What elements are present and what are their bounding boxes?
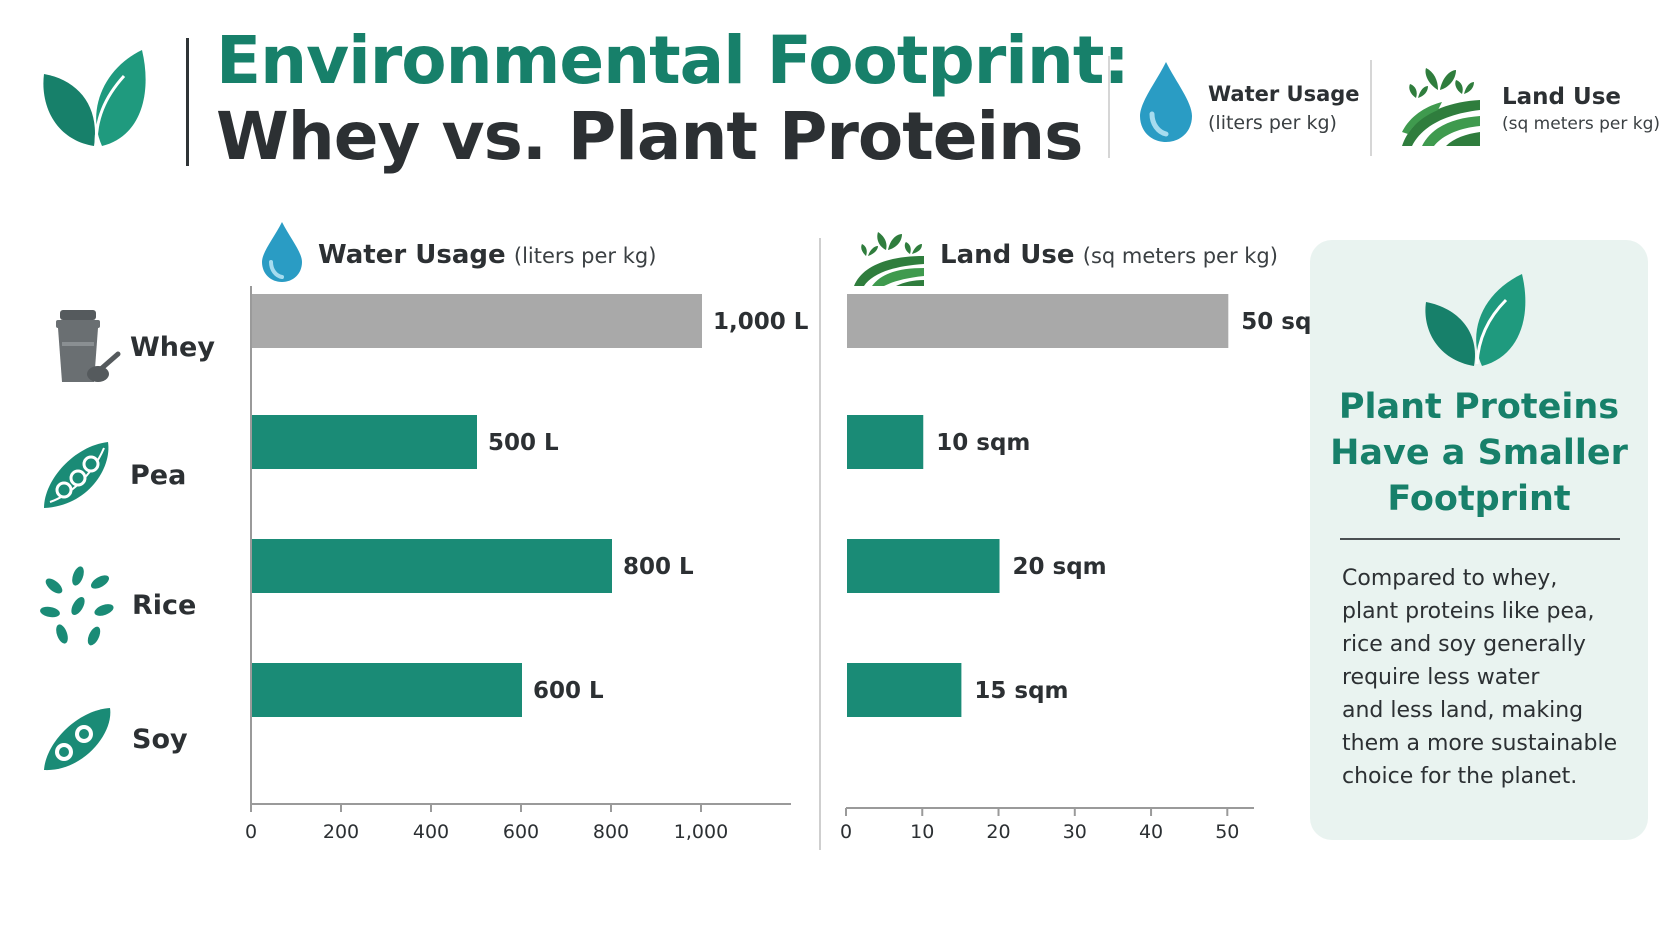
land-value-label: 20 sqm: [1013, 554, 1107, 580]
row-label-pea: Pea: [130, 460, 187, 491]
water-tick-label: 1,000: [674, 821, 728, 843]
takeaway-body-line: Compared to whey,: [1342, 566, 1558, 591]
land-bar-pea: [847, 415, 924, 469]
takeaway-title-line: Footprint: [1387, 479, 1571, 519]
shaker-scoop-icon: [56, 310, 121, 382]
takeaway-divider: [1340, 538, 1620, 540]
land-tick-label: 10: [910, 821, 934, 843]
water-chart-unit: (liters per kg): [513, 244, 657, 268]
water-bar-rice: [252, 539, 612, 593]
legend-divider: [1370, 60, 1372, 156]
water-tick-label: 400: [413, 821, 449, 843]
takeaway-title-line: Have a Smaller: [1330, 433, 1628, 473]
land-tick-label: 50: [1215, 821, 1239, 843]
water-value-label: 500 L: [488, 430, 559, 456]
land-chart-title-text: Land Use: [940, 240, 1075, 270]
water-tick-label: 800: [593, 821, 629, 843]
takeaway-body-line: them a more sustainable: [1342, 731, 1618, 756]
land-bar-rice: [847, 539, 1000, 593]
row-label-whey: Whey: [130, 332, 215, 363]
land-tick-label: 0: [840, 821, 852, 843]
water-tick-label: 600: [503, 821, 539, 843]
rice-grains-icon: [40, 566, 114, 646]
water-bar-whey: [252, 294, 702, 348]
takeaway-title: Plant Proteins Have a Smaller Footprint: [1310, 384, 1648, 522]
takeaway-body-line: rice and soy generally: [1342, 632, 1586, 657]
takeaway-title-line: Plant Proteins: [1338, 387, 1620, 427]
water-bar-soy: [252, 663, 522, 717]
water-chart-title-text: Water Usage: [318, 240, 506, 270]
field-sprout-icon: [854, 232, 924, 286]
land-bar-soy: [847, 663, 962, 717]
water-drop-icon: [1140, 62, 1192, 142]
legend-water-title: Water Usage: [1208, 82, 1360, 106]
takeaway-body-line: plant proteins like pea,: [1342, 599, 1595, 624]
soybean-pod-icon: [44, 708, 111, 771]
legend-water-unit: (liters per kg): [1208, 112, 1337, 134]
land-chart-unit: (sq meters per kg): [1082, 244, 1278, 268]
water-value-label: 600 L: [533, 678, 604, 704]
water-tick-label: 200: [323, 821, 359, 843]
pea-pod-icon: [44, 442, 109, 508]
land-value-label: 15 sqm: [974, 678, 1068, 704]
land-tick-label: 30: [1063, 821, 1087, 843]
takeaway-body: Compared to whey, plant proteins like pe…: [1342, 562, 1632, 793]
takeaway-body-line: require less water: [1342, 665, 1540, 690]
legend-land-title: Land Use: [1502, 84, 1621, 110]
takeaway-body-line: and less land, making: [1342, 698, 1584, 723]
row-label-soy: Soy: [132, 724, 188, 755]
header-divider: [186, 38, 189, 166]
water-value-label: 1,000 L: [713, 309, 809, 335]
water-chart-title: Water Usage (liters per kg): [318, 240, 656, 270]
land-tick-label: 40: [1139, 821, 1163, 843]
leaf-icon: [1425, 274, 1526, 366]
takeaway-body-line: choice for the planet.: [1342, 764, 1578, 789]
land-bar-whey: [847, 294, 1229, 348]
page-title-line1: Environmental Footprint:: [216, 22, 1130, 99]
land-tick-label: 20: [986, 821, 1010, 843]
water-value-label: 800 L: [623, 554, 694, 580]
legend-divider: [1108, 56, 1110, 158]
water-drop-icon: [262, 222, 302, 282]
chart-divider: [819, 238, 821, 850]
water-tick-label: 0: [245, 821, 257, 843]
land-chart-title: Land Use (sq meters per kg): [940, 240, 1278, 270]
land-value-label: 10 sqm: [936, 430, 1030, 456]
row-label-rice: Rice: [132, 590, 197, 621]
leaf-icon: [43, 50, 146, 146]
water-bar-pea: [252, 415, 477, 469]
field-sprout-icon: [1402, 68, 1480, 146]
page-title-line2: Whey vs. Plant Proteins: [216, 98, 1083, 175]
legend-land-unit: (sq meters per kg): [1502, 114, 1660, 134]
